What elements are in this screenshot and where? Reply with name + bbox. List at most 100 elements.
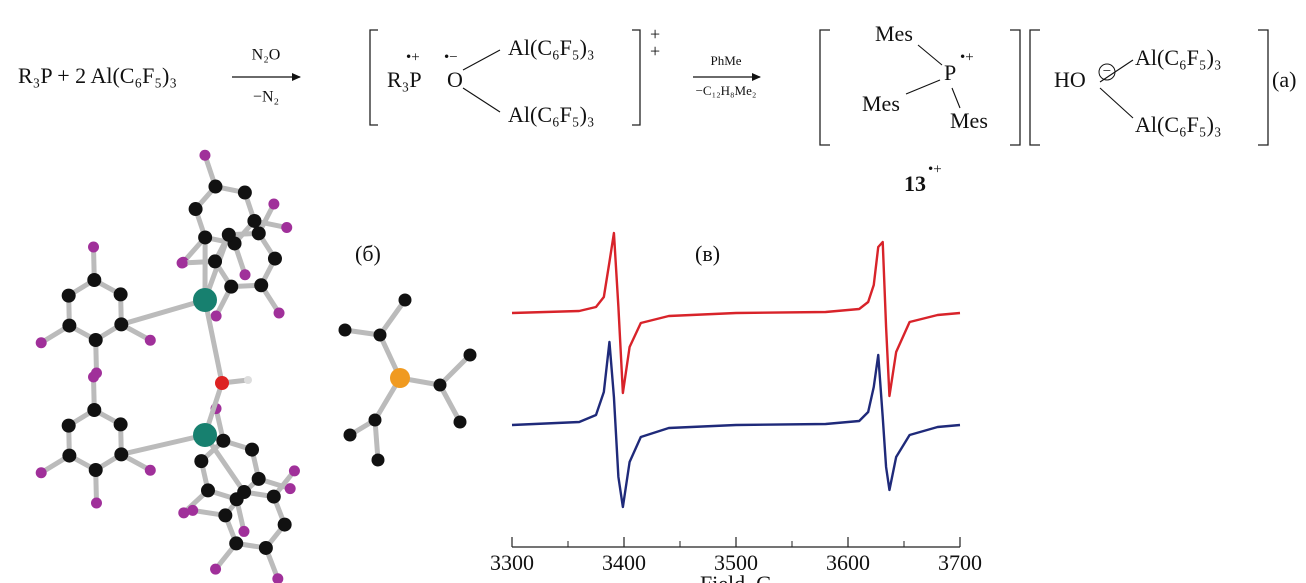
atom bbox=[240, 269, 251, 280]
atom bbox=[89, 333, 103, 347]
atom bbox=[274, 308, 285, 319]
atom bbox=[224, 280, 238, 294]
atom bbox=[222, 228, 236, 242]
x-tick-label: 3300 bbox=[490, 550, 534, 575]
bond bbox=[1100, 88, 1133, 118]
atom bbox=[177, 257, 188, 268]
atom bbox=[62, 319, 76, 333]
bracket bbox=[1010, 30, 1020, 145]
atom bbox=[36, 467, 47, 478]
arrow-head bbox=[292, 73, 301, 81]
atom bbox=[114, 317, 128, 331]
aluminium-group: Al(C₆F₅)₃ bbox=[1135, 112, 1222, 137]
atom bbox=[267, 490, 281, 504]
radical-cation: •+ bbox=[960, 49, 974, 65]
reactants: R₃P + 2 Al(C₆F₅)₃ bbox=[18, 63, 177, 88]
atom bbox=[218, 508, 232, 522]
mesityl: Mes bbox=[875, 21, 913, 46]
atom bbox=[259, 541, 273, 555]
atom bbox=[372, 454, 385, 467]
arrow-label: −N₂ bbox=[253, 89, 279, 106]
oxygen: O bbox=[447, 67, 463, 92]
atom bbox=[194, 454, 208, 468]
atom bbox=[281, 222, 292, 233]
arrow-head bbox=[752, 73, 761, 81]
bond bbox=[121, 435, 205, 454]
x-tick-label: 3700 bbox=[938, 550, 982, 575]
atom bbox=[187, 505, 198, 516]
atom bbox=[247, 214, 261, 228]
atom bbox=[215, 376, 229, 390]
bracket bbox=[632, 30, 640, 125]
atom bbox=[268, 252, 282, 266]
atom bbox=[211, 310, 222, 321]
phosphorus: R₃P bbox=[387, 67, 422, 92]
atom bbox=[89, 463, 103, 477]
spectrum-line bbox=[512, 233, 960, 396]
atom bbox=[229, 536, 243, 550]
aluminium-group: Al(C₆F₅)₃ bbox=[508, 35, 595, 60]
x-tick-label: 3400 bbox=[602, 550, 646, 575]
atom bbox=[199, 150, 210, 161]
atom bbox=[399, 294, 412, 307]
panel-label: (б) bbox=[355, 241, 381, 266]
atom bbox=[374, 329, 387, 342]
atom bbox=[114, 447, 128, 461]
atom bbox=[339, 324, 352, 337]
bond bbox=[463, 50, 500, 70]
atom bbox=[201, 483, 215, 497]
bond bbox=[918, 45, 942, 65]
atom bbox=[245, 443, 259, 457]
atom bbox=[208, 254, 222, 268]
bond bbox=[906, 80, 940, 94]
atom bbox=[289, 465, 300, 476]
atom bbox=[238, 526, 249, 537]
atom bbox=[114, 417, 128, 431]
atom bbox=[434, 379, 447, 392]
x-tick-label: 3600 bbox=[826, 550, 870, 575]
bracket bbox=[1258, 30, 1268, 145]
atom bbox=[454, 416, 467, 429]
scheme-label: (a) bbox=[1272, 67, 1296, 92]
bond bbox=[952, 88, 960, 108]
atom bbox=[464, 349, 477, 362]
atom bbox=[193, 288, 217, 312]
bracket bbox=[1030, 30, 1040, 145]
atom bbox=[216, 434, 230, 448]
atom bbox=[36, 337, 47, 348]
atom bbox=[254, 278, 268, 292]
phosphorus: P bbox=[944, 60, 956, 85]
atom bbox=[198, 230, 212, 244]
bond bbox=[121, 300, 205, 324]
hydroxide: HO bbox=[1054, 67, 1086, 92]
bracket bbox=[820, 30, 830, 145]
mesityl: Mes bbox=[950, 108, 988, 133]
radical-anion: •− bbox=[444, 49, 458, 65]
atom bbox=[91, 497, 102, 508]
molecular-structure bbox=[36, 150, 477, 583]
atom bbox=[278, 518, 292, 532]
atom bbox=[208, 180, 222, 194]
atom bbox=[88, 372, 99, 383]
compound-number: 13 bbox=[904, 171, 926, 196]
mesityl: Mes bbox=[862, 91, 900, 116]
charge: + bbox=[650, 41, 660, 61]
atom bbox=[189, 202, 203, 216]
atom bbox=[87, 273, 101, 287]
aluminium-group: Al(C₆F₅)₃ bbox=[1135, 45, 1222, 70]
atom bbox=[344, 429, 357, 442]
epr-spectrum: 33003400350036003700Field, G bbox=[490, 233, 982, 583]
atom bbox=[238, 186, 252, 200]
atom bbox=[237, 485, 251, 499]
atom bbox=[268, 199, 279, 210]
atom bbox=[62, 289, 76, 303]
arrow-label: N₂O bbox=[252, 47, 281, 64]
arrow-label: PhMe bbox=[710, 53, 741, 68]
figure: R₃P + 2 Al(C₆F₅)₃ N₂O −N₂ R₃P •+ O •− Al… bbox=[0, 0, 1306, 583]
panel-label: (в) bbox=[695, 241, 720, 266]
radical-cation: •+ bbox=[928, 161, 942, 177]
atom bbox=[210, 564, 221, 575]
atom bbox=[87, 403, 101, 417]
bond bbox=[463, 88, 500, 112]
atom bbox=[88, 242, 99, 253]
